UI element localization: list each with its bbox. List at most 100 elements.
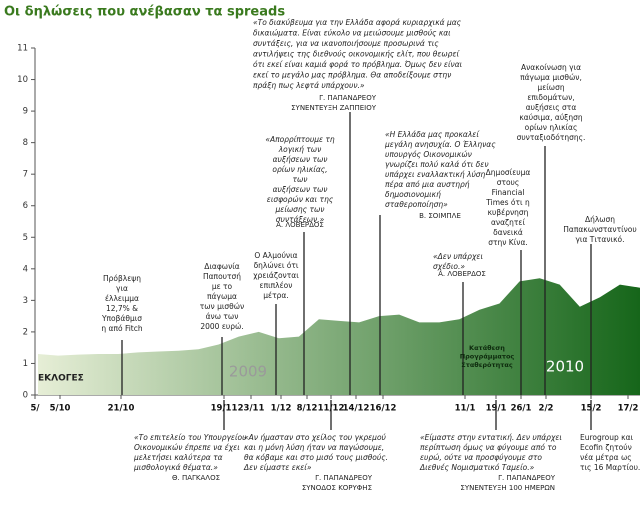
annotation-text: σχέδιο.» [433, 262, 465, 271]
annotation-text: άνω των [206, 312, 239, 321]
annotation-text: συντάξεις, για να ικανοποιήσουμε προσωρι… [253, 39, 439, 48]
annotation-text: «Το διακύβευμα για την Ελλάδα αφορά κυρι… [253, 18, 462, 27]
annotation-text: «Είμαστε στην εντατική. Δεν υπάρχει [420, 433, 562, 442]
y-tick-label: 0 [23, 391, 28, 401]
annotation-text: δανεικά [493, 228, 523, 237]
annotation-text: Σταθερότητας [461, 361, 513, 369]
annotation-text: ευρώ, ούτε να προσφύγουμε στο [420, 453, 542, 462]
annotation-text: Διαφωνία [204, 262, 240, 271]
annotation-text: επιπλέον [260, 281, 293, 290]
annotation-text: «Η Ελλάδα μας προκαλεί [385, 130, 480, 139]
annotation-text: πάγωμα [207, 292, 237, 301]
annotation-text: των μισθών [200, 302, 245, 311]
y-tick-label: 4 [23, 264, 28, 274]
annotation-text: στην Κίνα. [488, 238, 528, 247]
annotation-text: κυβέρνηση [488, 208, 529, 217]
annotation-text: Eurogroup και [580, 433, 634, 442]
annotation-text: χρειάζονται [253, 271, 299, 280]
annotation-text: καύσιμα, αύξηση [519, 113, 582, 122]
x-tick-label: 26/1 [511, 404, 532, 414]
annotation-text: 2000 ευρώ. [200, 322, 243, 331]
annotation-text: περίπτωση όμως να φύγουμε από το [420, 443, 557, 452]
annotation-text: Δήλωση [585, 215, 615, 224]
annotation-text: για [116, 284, 128, 293]
annotation-text: στους [497, 178, 520, 187]
x-tick-label: 16/12 [370, 404, 397, 414]
annotation-text: για Τιτανικό. [575, 235, 624, 244]
y-tick-label: 5 [23, 233, 28, 243]
x-tick-label: 14/12 [343, 404, 370, 414]
annotation-text: εκεί το μεγάλο μας πρόβλημα. Θα αποδείξο… [253, 71, 451, 80]
year-label: 2009 [229, 363, 267, 381]
annotation-text: υπάρχει εναλλακτική λύση [385, 170, 486, 179]
x-tick-label: 17/2 [618, 404, 639, 414]
annotation-text: αυξήσεων των [273, 185, 328, 194]
annotation-text: μισθολογικά θέματα.» [133, 463, 218, 472]
annotation-text: συντάξεων.» [276, 215, 325, 224]
annotation-text: Ecofin ζητούν [580, 443, 632, 452]
annotation-source: Θ. ΠΑΓΚΑΛΟΣ [172, 474, 220, 482]
y-tick-label: 9 [23, 107, 28, 117]
y-tick-label: 10 [17, 75, 28, 85]
annotation-text: μείωση [537, 83, 564, 92]
y-tick-label: 8 [23, 138, 28, 148]
annotation-text: η από Fitch [101, 324, 142, 333]
annotation-text: 12,7% & [106, 304, 138, 313]
annotation-text: έλλειμμα [105, 294, 139, 303]
area [38, 278, 640, 395]
annotation-text: επιδομάτων, [527, 93, 574, 102]
x-tick-label: 1/12 [271, 404, 292, 414]
annotation-text: αντιλήψεις της διεθνούς οικονομικής ελίτ… [253, 50, 460, 59]
y-tick-label: 3 [23, 296, 28, 306]
annotation-text: αναζητεί [491, 218, 525, 227]
annotation-text: Πρόβλεψη [103, 274, 141, 283]
annotation-text: γνωρίζει πολύ καλά ότι δεν [385, 160, 489, 169]
annotation-source: Β. ΣΟΙΜΠΛΕ [419, 212, 461, 220]
x-tick-label: 21/10 [108, 404, 135, 414]
x-tick-label: 5/10 [50, 404, 71, 414]
annotation-text: Times ότι η [485, 198, 530, 207]
annotation-text: Ο Αλμούνια [254, 251, 297, 260]
x-tick-label: 11/1 [455, 404, 476, 414]
annotation-source: Γ. ΠΑΠΑΝΔΡΕΟΥ [319, 94, 377, 102]
annotation-text: ΕΚΛΟΓΕΣ [38, 374, 84, 384]
annotation-text: Financial [492, 188, 525, 197]
annotation-text: υπουργός Οικονομικών [385, 150, 472, 159]
annotation-source: Γ. ΠΑΠΑΝΔΡΕΟΥ [498, 474, 556, 482]
annotation-text: μεγάλη ανησυχία. Ο Έλληνας [384, 140, 496, 149]
y-tick-label: 11 [17, 44, 28, 54]
annotation-text: δικαιώματα. Είναι εύκολο να μειώσουμε μι… [253, 29, 451, 38]
annotation-text: μέτρα. [263, 291, 288, 300]
annotation-text: των [293, 175, 308, 184]
annotation-text: Κατάθεση [469, 344, 505, 352]
annotation-text: Υποβάθμισ [101, 314, 142, 323]
y-tick-label: 2 [23, 327, 28, 337]
annotation-text: Προγράμματος [460, 353, 515, 361]
annotation-text: λογική των [278, 145, 322, 154]
annotation-text: «Δεν υπάρχει [433, 252, 483, 261]
annotation-source: Γ. ΠΑΠΑΝΔΡΕΟΥ [315, 474, 373, 482]
x-tick-label: 8/12 [297, 404, 318, 414]
y-tick-label: 1 [23, 359, 28, 369]
annotation-source: ΣΥΝΟΔΟΣ ΚΟΡΥΦΗΣ [302, 484, 372, 492]
annotation-text: δηλώνει ότι [254, 261, 299, 270]
annotation-text: αυξήσεις στα [526, 103, 577, 112]
annotation-text: ορίων ηλικίας [525, 123, 578, 132]
chart-title: Οι δηλώσεις που ανέβασαν τα spreads [4, 5, 285, 20]
annotation-text: δημοσιονομική [385, 190, 441, 199]
annotation-text: Διεθνές Νομισματικό Ταμείο.» [419, 463, 535, 472]
x-tick-label: 23/11 [238, 404, 265, 414]
annotation-text: μελετήσει καλύτερα τα [133, 453, 223, 462]
y-tick-label: 6 [23, 201, 28, 211]
annotation-text: Δημοσίευμα [486, 168, 531, 177]
annotation-source: ΣΥΝΕΝΤΕΥΞΗ 100 ΗΜΕΡΩΝ [460, 484, 555, 492]
annotation-text: πέρα από μια αυστηρή [385, 180, 470, 189]
x-tick-label: 2/2 [539, 404, 554, 414]
annotation-text: «Αν ήμασταν στο χείλος του γκρεμού [244, 433, 387, 442]
annotation-text: πάγωμα μισθών, [520, 73, 582, 82]
annotation-text: εισφορών και της [267, 195, 334, 204]
annotation-text: Δεν είμαστε εκεί» [243, 463, 312, 472]
annotation-source: Α. ΛΟΒΕΡΔΟΣ [276, 221, 324, 229]
annotation-text: «Το επιτελείο του Υπουργείου [134, 433, 247, 442]
